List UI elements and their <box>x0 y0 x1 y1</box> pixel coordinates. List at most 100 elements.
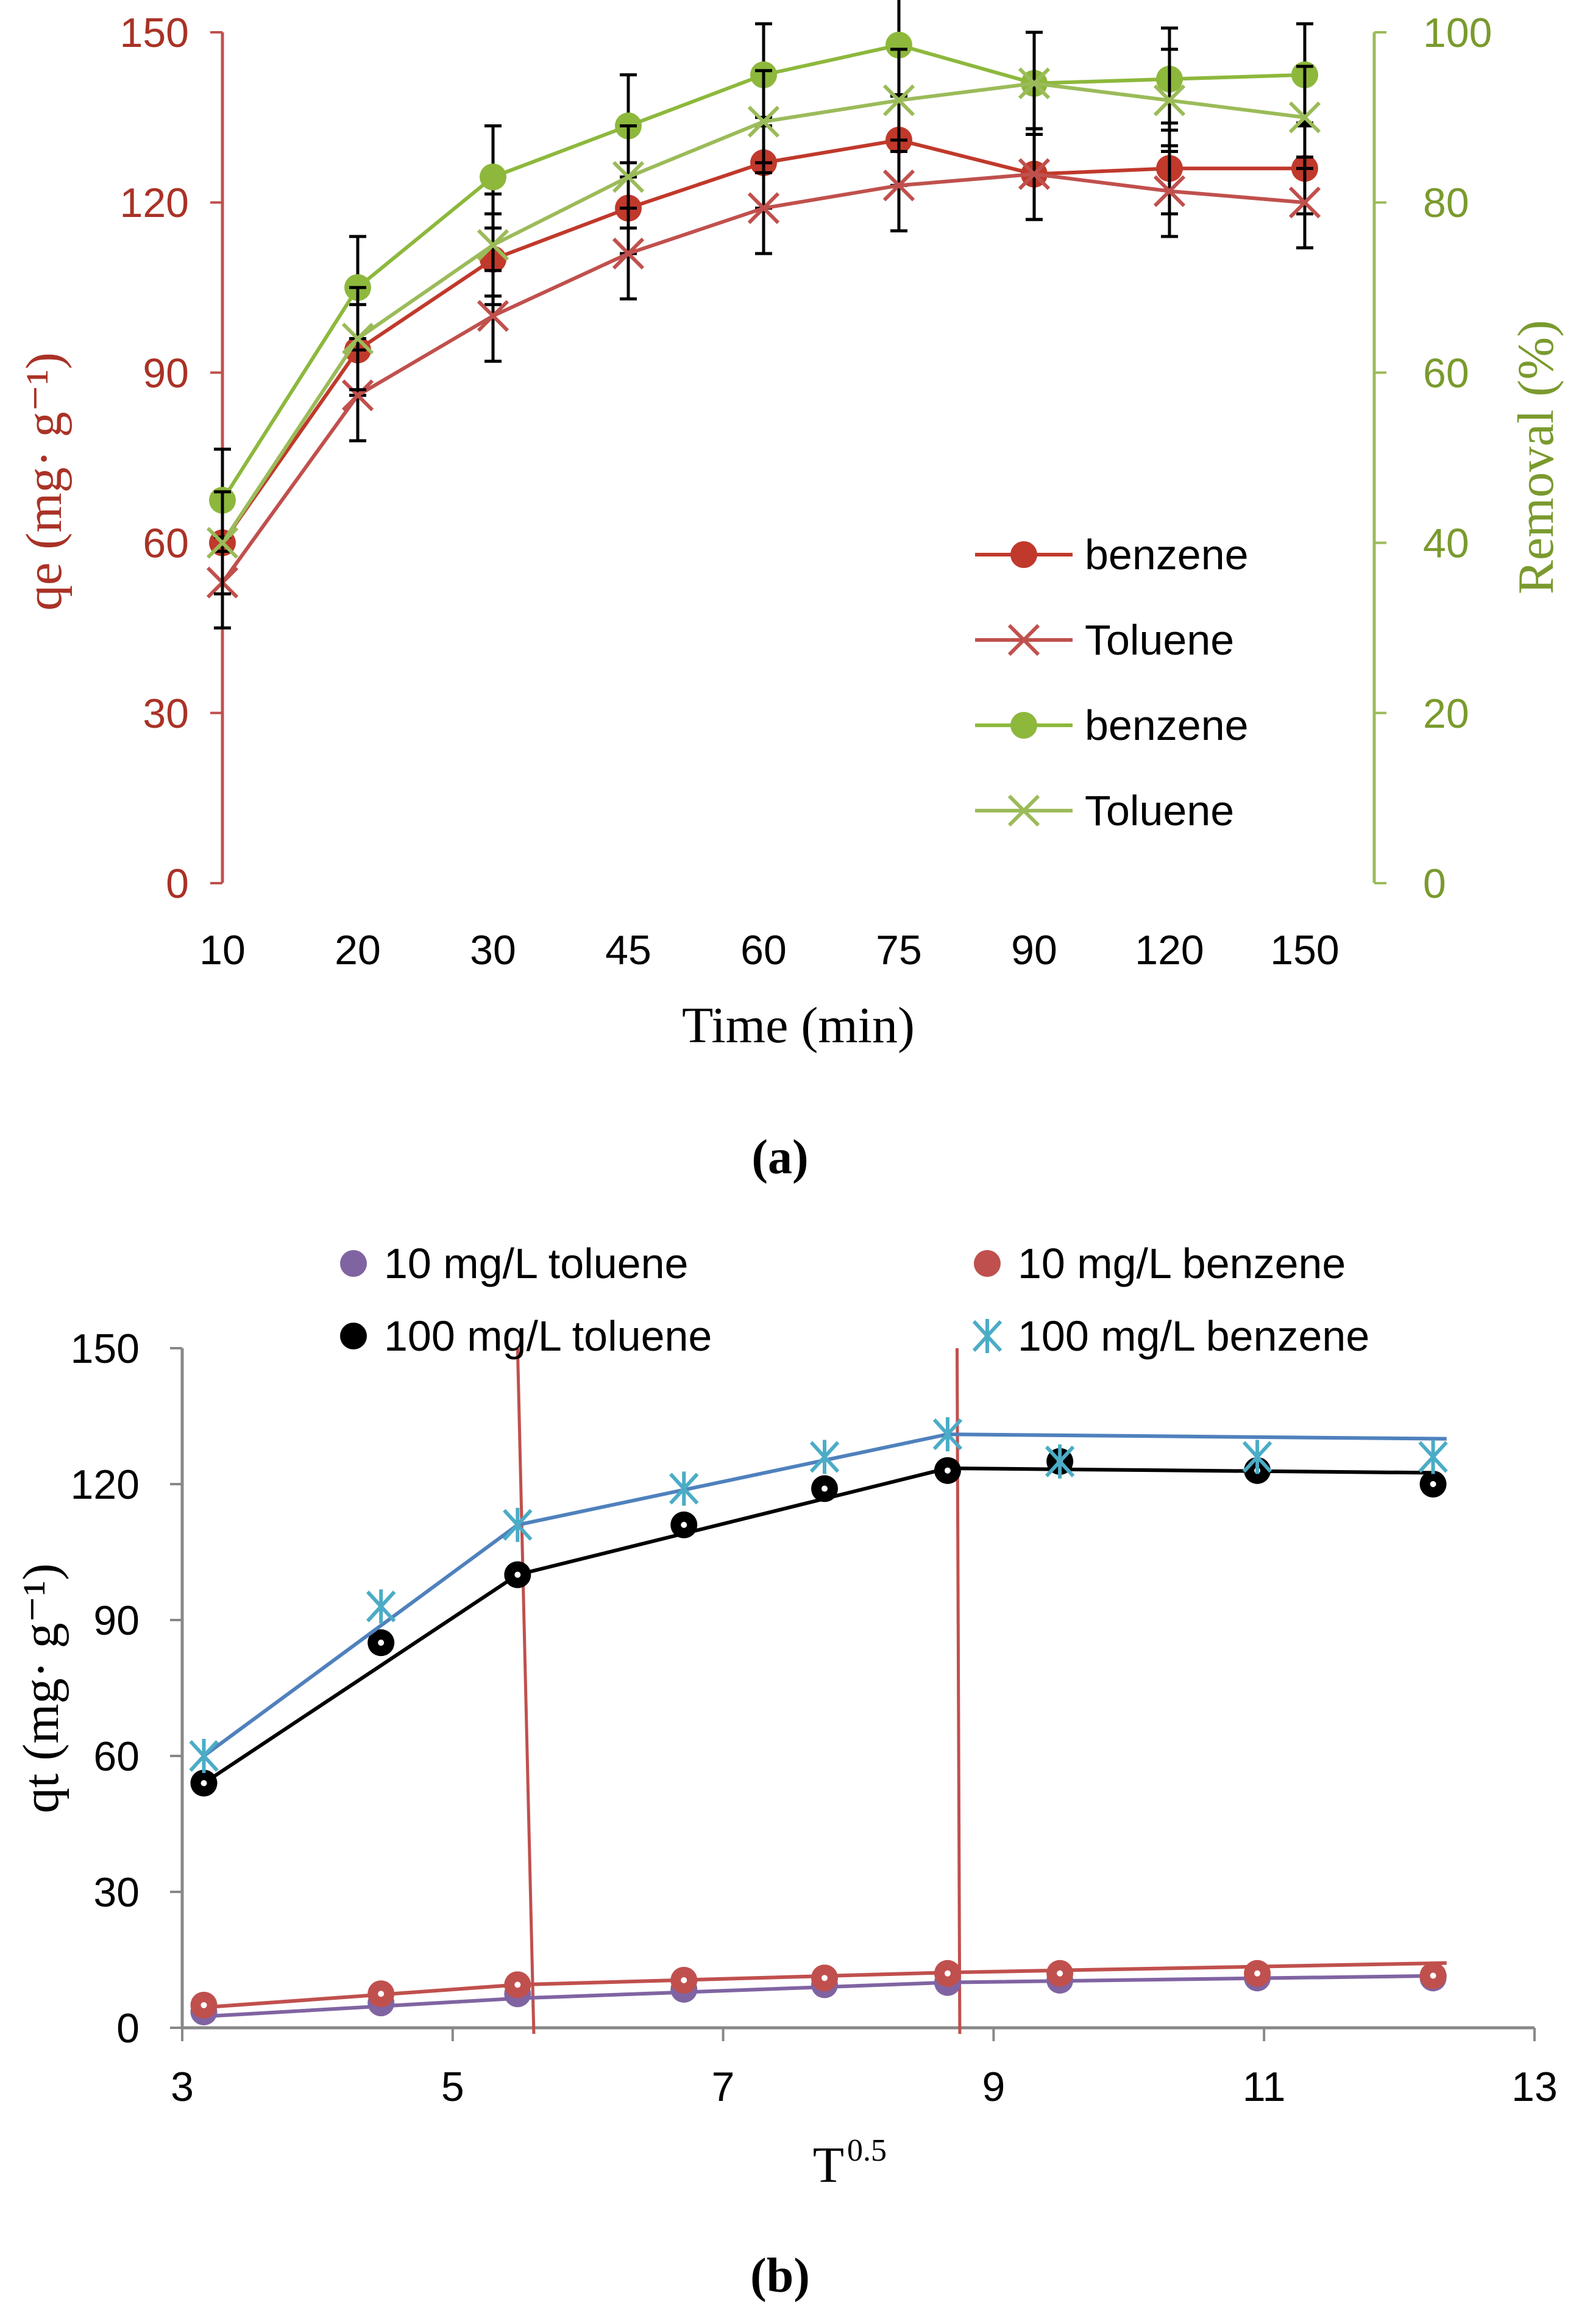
legend-label: 10 mg/L toluene <box>384 1240 688 1287</box>
right-tick-label: 40 <box>1423 521 1469 567</box>
y-tick-label: 120 <box>71 1462 140 1508</box>
data-point-center <box>514 1571 521 1578</box>
data-point-center <box>944 1970 951 1977</box>
panel-label-b: (b) <box>750 2249 810 2303</box>
data-point <box>341 322 374 355</box>
data-point-center <box>378 1640 385 1646</box>
x-tick-label: 45 <box>605 927 651 973</box>
data-point <box>612 161 645 193</box>
legend-label: Toluene <box>1085 787 1234 834</box>
data-point <box>882 169 915 202</box>
right-axis-title: Removal (%) <box>1508 320 1564 594</box>
data-point-center <box>1057 1970 1063 1977</box>
right-tick-label: 100 <box>1423 10 1492 56</box>
data-point <box>1018 67 1051 99</box>
data-point-x <box>612 161 645 193</box>
legend-marker <box>1007 624 1040 656</box>
data-point <box>670 1511 698 1538</box>
data-point <box>1045 1444 1075 1479</box>
data-point <box>934 1457 961 1484</box>
left-tick-label: 60 <box>143 521 189 567</box>
x-axis-title: Time (min) <box>682 997 915 1054</box>
right-tick-label: 80 <box>1423 180 1469 226</box>
legend-label: Toluene <box>1085 616 1234 664</box>
x-tick-label: 150 <box>1270 927 1339 973</box>
fit-line-1 <box>204 1961 1447 2010</box>
data-point-x <box>612 237 645 270</box>
data-point <box>190 1991 218 2019</box>
legend-marker-dot <box>1010 712 1037 739</box>
data-point-x <box>1018 67 1051 99</box>
data-point-center <box>944 1467 951 1474</box>
y-tick-label: 0 <box>116 2005 140 2052</box>
data-point-dot <box>480 163 506 191</box>
vertical-boundary-line <box>955 1348 962 2034</box>
data-point-ast <box>189 1739 219 1773</box>
x-tick-label: 75 <box>876 927 922 973</box>
x-tick-label: 30 <box>470 927 516 973</box>
x-tick-label: 9 <box>982 2064 1005 2110</box>
data-point <box>1153 175 1186 207</box>
data-point-x <box>341 322 374 355</box>
y-tick-label: 30 <box>93 1869 140 1916</box>
left-tick-label: 150 <box>120 10 189 56</box>
data-point-center <box>821 1975 828 1981</box>
y-tick-label: 150 <box>71 1326 140 1372</box>
legend-marker-x <box>1007 794 1040 827</box>
data-point <box>612 237 645 270</box>
data-point-center <box>681 1977 687 1983</box>
panel-label-a: (a) <box>751 1131 808 1184</box>
right-tick-label: 20 <box>1423 691 1469 737</box>
legend-marker-dot <box>340 1250 367 1277</box>
legend-marker-ast <box>972 1319 1002 1353</box>
data-point-dot <box>885 31 912 59</box>
data-point <box>367 1980 395 2008</box>
data-point-ast <box>1418 1440 1448 1474</box>
data-point-x <box>882 84 915 116</box>
y-tick-label: 60 <box>93 1733 140 1780</box>
left-tick-label: 120 <box>120 180 189 226</box>
x-tick-label: 3 <box>171 2064 194 2110</box>
data-point-x <box>1288 187 1321 219</box>
data-point <box>1288 101 1321 133</box>
data-point <box>504 1561 531 1588</box>
data-point-x <box>882 169 915 202</box>
data-point-ast <box>809 1440 840 1474</box>
data-point-x <box>1018 158 1051 190</box>
data-point-ast <box>669 1471 699 1506</box>
data-point-ast <box>932 1417 963 1452</box>
left-tick-label: 0 <box>166 861 189 907</box>
legend-marker-x <box>1007 624 1040 656</box>
data-point <box>366 1589 396 1624</box>
data-point-center <box>1430 1972 1436 1979</box>
legend-label: benzene <box>1085 702 1249 749</box>
fit-line-3 <box>202 1432 1447 1758</box>
legend-marker <box>1010 712 1037 739</box>
data-point-center <box>681 1521 687 1528</box>
legend-marker <box>1007 794 1040 827</box>
data-point-x <box>206 527 239 559</box>
data-point <box>747 105 780 138</box>
left-tick-label: 90 <box>143 350 189 396</box>
x-tick-label: 10 <box>199 927 246 973</box>
data-point-x <box>1153 84 1186 116</box>
data-point <box>341 379 374 411</box>
legend-label: 10 mg/L benzene <box>1018 1240 1346 1287</box>
left-tick-label: 30 <box>143 691 189 737</box>
data-point-center <box>200 1780 207 1786</box>
legend-marker-dot <box>340 1323 367 1349</box>
data-point <box>189 1739 219 1773</box>
data-point <box>809 1440 840 1474</box>
data-point <box>206 527 239 559</box>
data-point <box>477 300 509 332</box>
data-point <box>1242 1440 1272 1474</box>
data-point <box>1244 1960 1271 1987</box>
legend-marker <box>1010 541 1037 568</box>
data-point-center <box>1430 1481 1436 1487</box>
data-point <box>1153 84 1186 116</box>
x-axis-title: T <box>813 2137 844 2194</box>
data-point-x <box>747 192 780 224</box>
legend-marker <box>974 1250 1001 1277</box>
